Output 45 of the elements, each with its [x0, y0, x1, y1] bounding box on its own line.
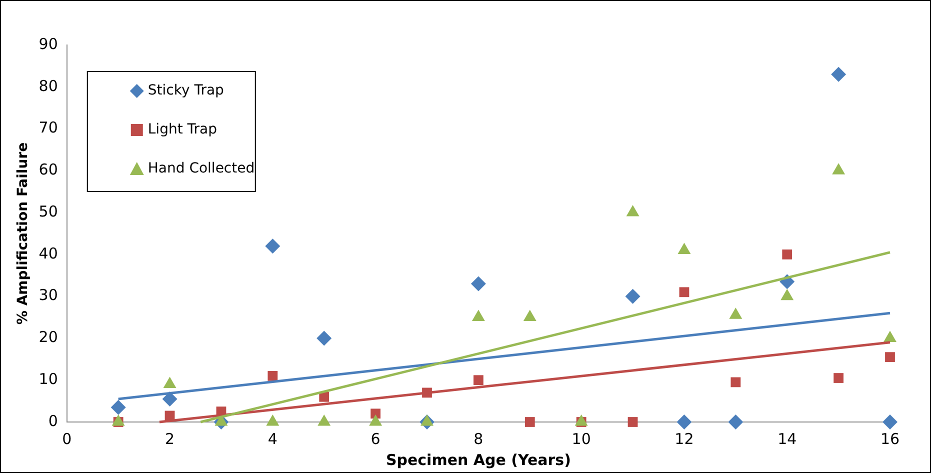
point — [628, 417, 638, 427]
y-tick-label: 60 — [38, 160, 58, 179]
x-tick-label: 8 — [474, 430, 484, 448]
x-tick-label: 6 — [370, 430, 380, 448]
legend-label: Sticky Trap — [148, 82, 224, 99]
x-tick-label: 2 — [165, 430, 175, 448]
x-axis-title: Specimen Age (Years) — [386, 450, 571, 469]
point — [679, 287, 690, 298]
point — [473, 375, 484, 386]
x-tick-label: 0 — [62, 430, 72, 448]
point — [728, 414, 744, 430]
point — [885, 352, 895, 362]
point — [265, 238, 280, 254]
point — [524, 417, 535, 427]
x-tick-label: 10 — [572, 430, 591, 448]
y-tick-label: 10 — [38, 370, 58, 388]
point — [370, 408, 381, 419]
point — [470, 276, 486, 292]
point — [730, 377, 741, 388]
x-tick-label: 14 — [778, 430, 797, 448]
x-tick-label: 4 — [268, 430, 278, 448]
y-tick-label: 50 — [38, 202, 58, 220]
point — [831, 66, 846, 82]
x-tick-label: 16 — [880, 430, 900, 448]
y-tick-label: 0 — [48, 412, 58, 430]
point — [676, 414, 692, 430]
y-tick-label: 90 — [38, 34, 58, 53]
point — [625, 288, 640, 304]
legend-label: Light Trap — [148, 122, 218, 138]
point — [316, 330, 332, 346]
point — [882, 414, 898, 430]
y-tick-label: 70 — [38, 118, 58, 137]
y-axis-title: % Amplification Failure — [15, 142, 32, 325]
y-tick-label: 20 — [38, 328, 58, 346]
legend-label: Hand Collected — [148, 160, 255, 177]
point — [782, 249, 792, 260]
point — [268, 370, 278, 381]
point — [834, 373, 844, 383]
y-tick-label: 30 — [38, 286, 58, 304]
point — [319, 392, 330, 402]
point — [162, 391, 178, 406]
y-tick-label: 40 — [38, 244, 58, 262]
y-tick-label: 80 — [38, 76, 58, 95]
point — [110, 400, 126, 415]
x-tick-label: 12 — [674, 430, 694, 448]
